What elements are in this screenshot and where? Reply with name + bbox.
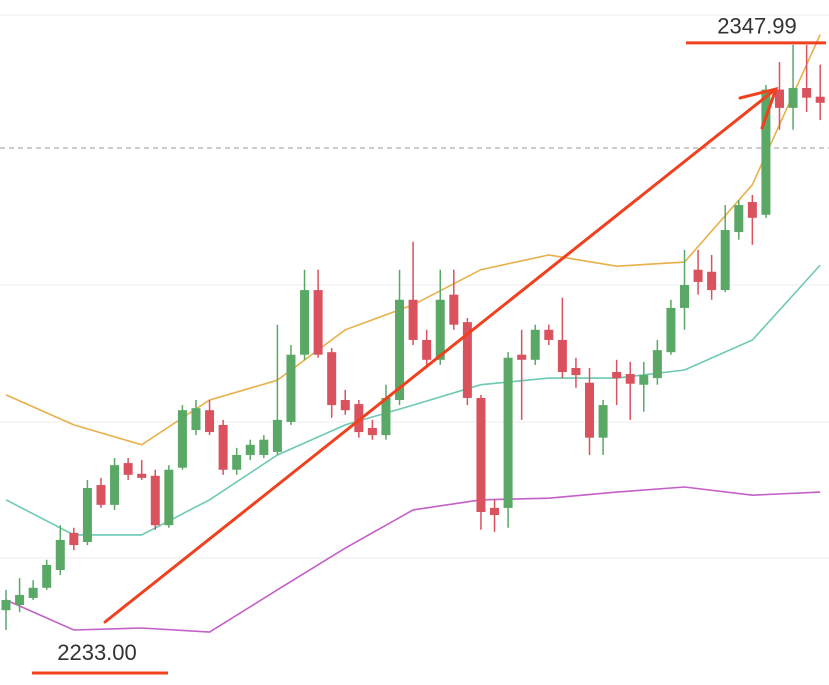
candle-body: [191, 408, 201, 431]
candle-body: [747, 202, 757, 218]
candle-body: [381, 397, 391, 436]
candle-body: [286, 354, 296, 422]
arrow-line: [103, 90, 774, 624]
candle-body: [259, 439, 269, 455]
price-labels: 2347.99 2233.00: [32, 14, 826, 675]
candle-body: [517, 354, 527, 360]
candle-body: [96, 484, 106, 505]
candle-body: [815, 96, 825, 103]
candle-body: [571, 367, 581, 376]
candle-body: [422, 339, 432, 360]
candle-body: [82, 488, 92, 542]
candle-body: [28, 587, 38, 598]
candle-body: [300, 290, 310, 355]
candle-body: [367, 427, 377, 436]
candle-body: [340, 400, 350, 411]
candle-body: [490, 507, 500, 516]
grid: [0, 14, 829, 559]
arrow-head: [738, 86, 779, 130]
candle-body: [503, 357, 513, 508]
candle-body: [395, 299, 405, 401]
band-line: [5, 486, 821, 633]
candle-body: [476, 397, 486, 512]
candle-body: [313, 290, 323, 355]
candle-body: [585, 382, 595, 438]
candle-body: [680, 284, 689, 308]
candle-body: [707, 271, 717, 291]
candle-body: [612, 372, 622, 379]
candle-body: [693, 269, 703, 282]
candle-body: [245, 444, 255, 455]
candle-body: [42, 564, 52, 588]
candle-body: [462, 322, 472, 398]
candle-body: [218, 424, 228, 470]
candle-body: [652, 350, 662, 379]
candle-body: [449, 294, 459, 325]
candle-body: [761, 89, 771, 215]
trend-arrow: [103, 86, 779, 624]
candle-body: [598, 405, 608, 438]
candle-body: [123, 463, 133, 475]
candle-body: [272, 419, 282, 452]
band-line: [5, 264, 821, 536]
candle-body: [55, 539, 65, 570]
candle-body: [205, 410, 215, 433]
candle-body: [69, 532, 79, 546]
candle-body: [150, 475, 160, 526]
candle-body: [530, 329, 540, 360]
candle-body: [137, 473, 147, 478]
candle-body: [625, 374, 635, 384]
candle-body: [164, 469, 174, 526]
candle-body: [544, 329, 554, 340]
high-price-label: 2347.99: [717, 14, 797, 39]
candle-body: [354, 404, 364, 433]
candles: [1, 44, 825, 631]
candle-body: [788, 88, 798, 108]
low-price-label: 2233.00: [57, 640, 137, 665]
candle-body: [639, 375, 649, 385]
candle-body: [666, 307, 676, 353]
candle-body: [557, 339, 567, 373]
candle-body: [720, 230, 730, 291]
candle-body: [802, 88, 812, 98]
candle-body: [435, 299, 445, 360]
candle-body: [408, 299, 418, 340]
candle-body: [232, 454, 242, 470]
candle-body: [177, 410, 187, 468]
candle-body: [774, 89, 784, 108]
low-label-bg: [40, 638, 152, 669]
candle-body: [15, 594, 25, 606]
candle-body: [110, 465, 120, 505]
candle-body: [734, 205, 744, 233]
candle-body: [1, 600, 11, 611]
candle-body: [327, 352, 337, 406]
